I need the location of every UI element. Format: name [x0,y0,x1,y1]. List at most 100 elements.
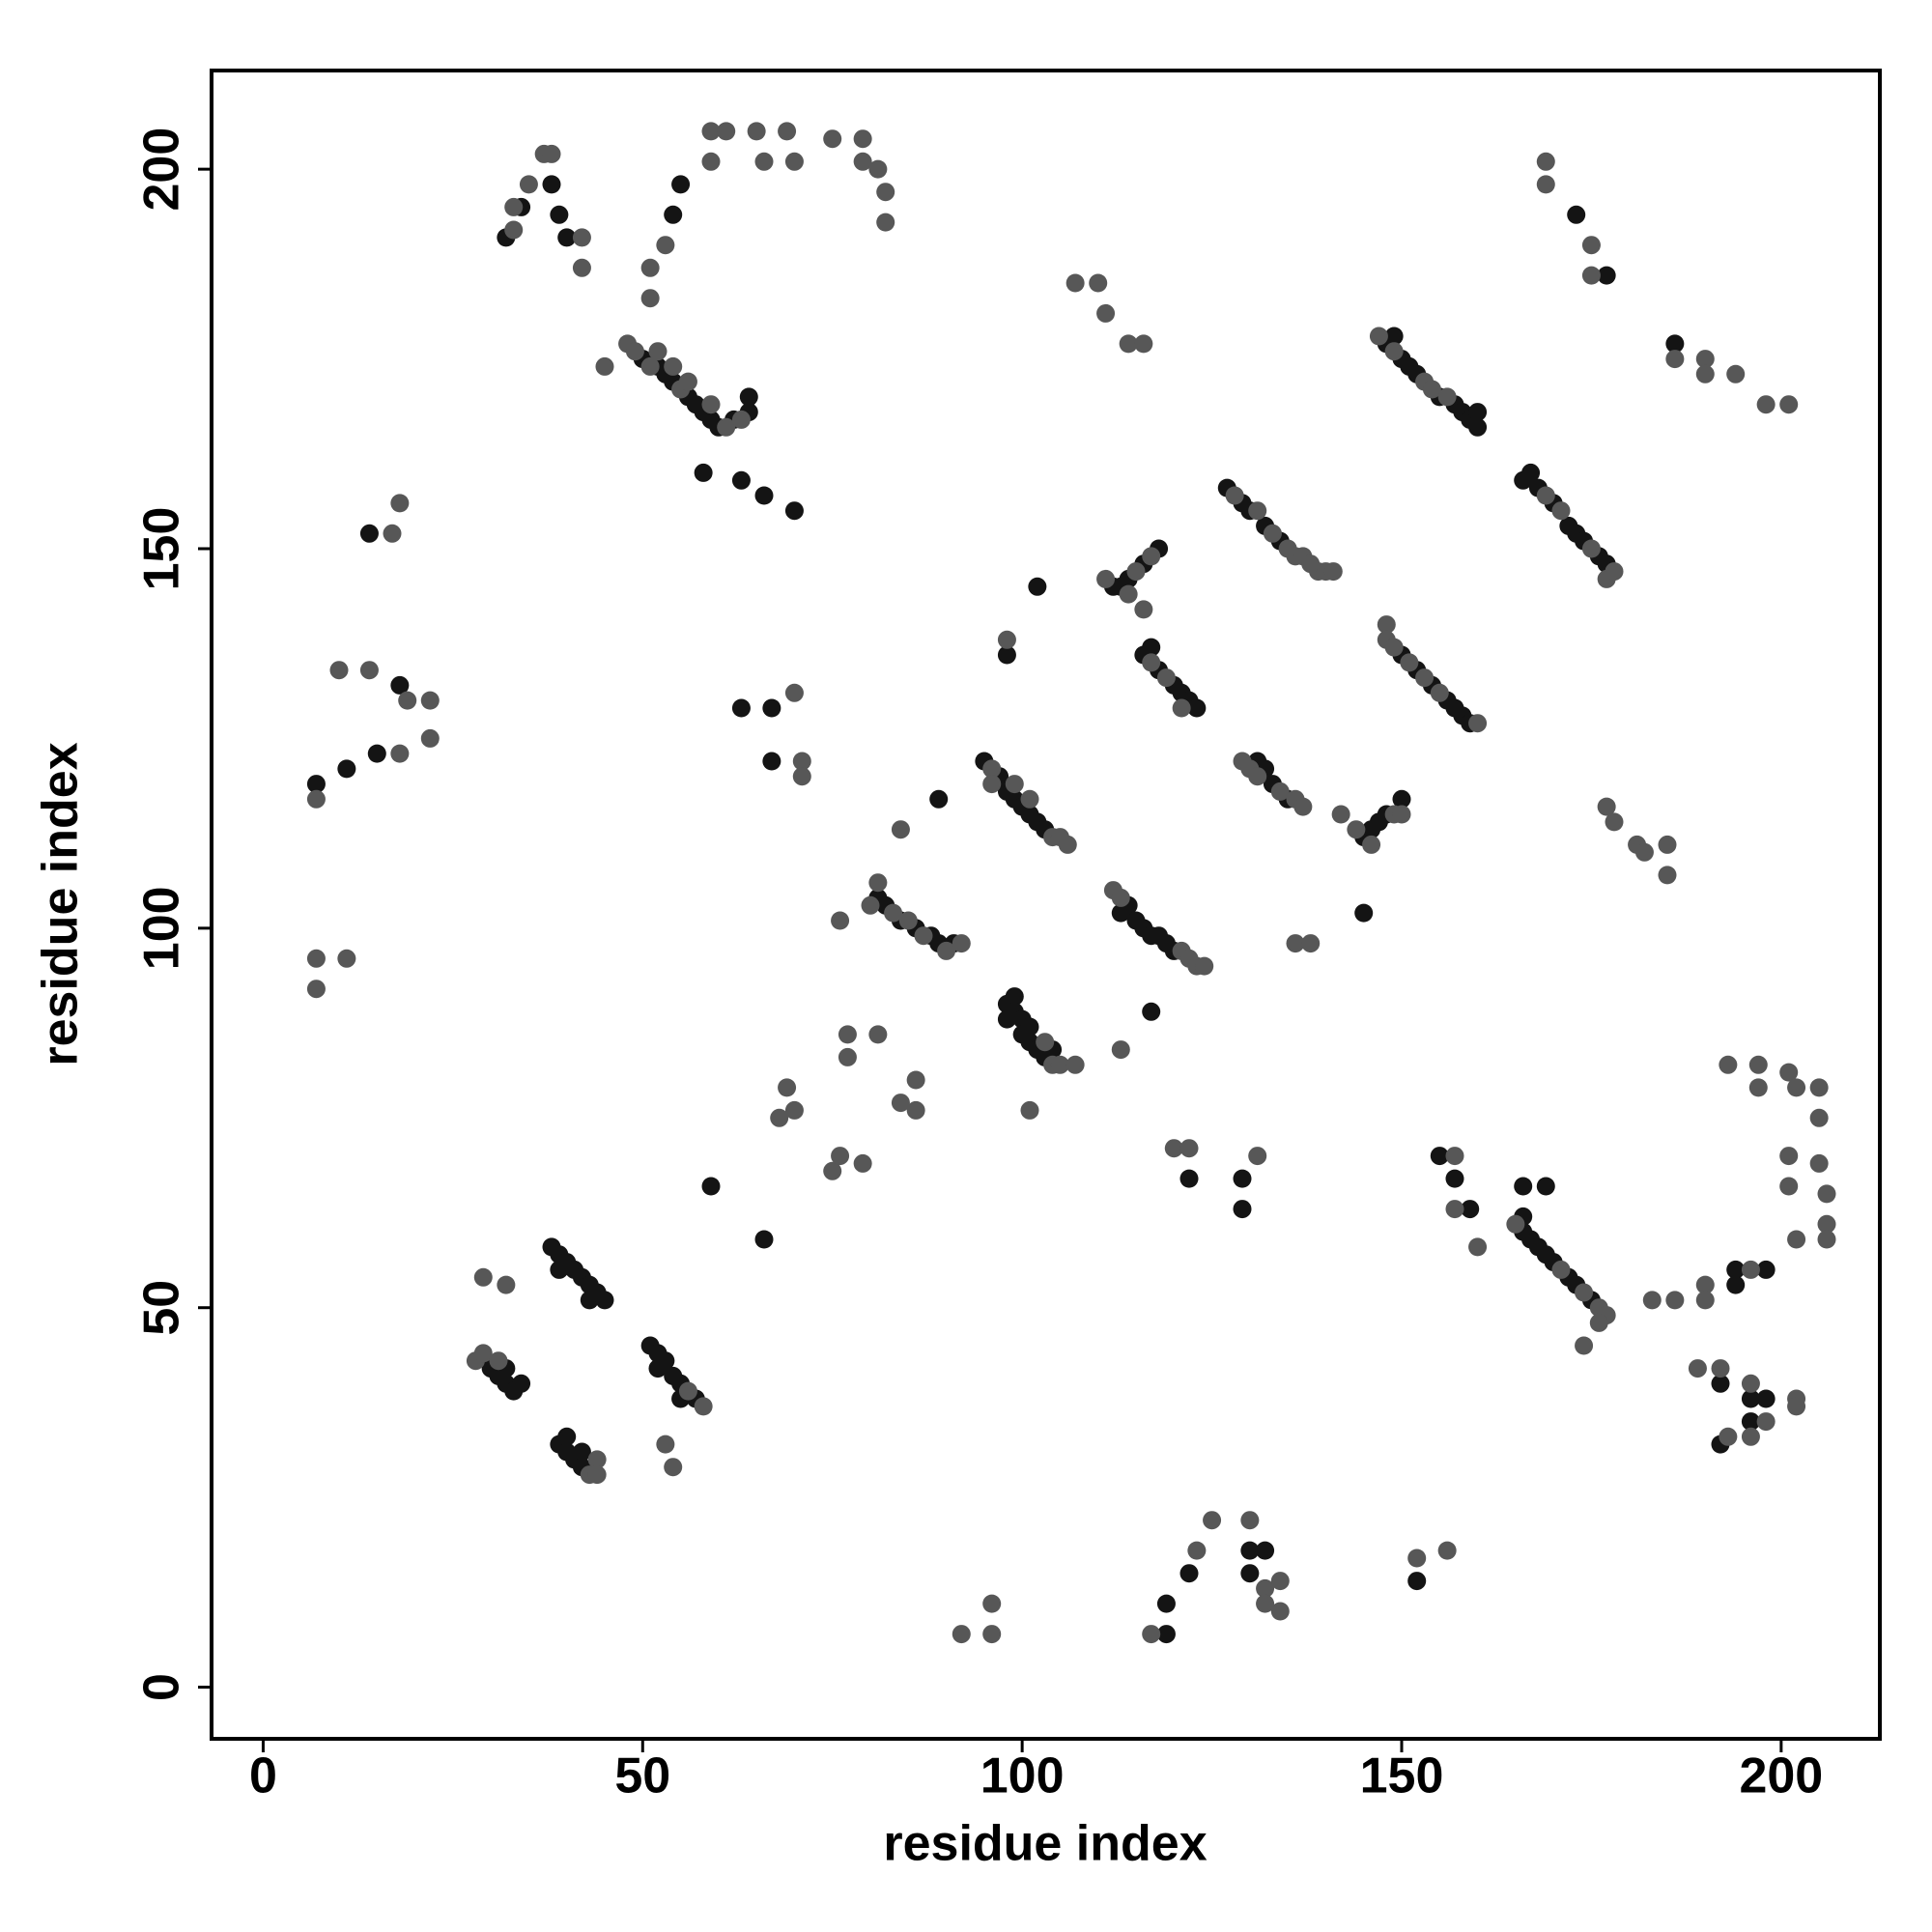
point [778,1078,797,1097]
point [694,463,713,482]
point [1597,797,1616,816]
point [1407,1572,1427,1591]
point [519,175,538,194]
y-tick-label: 100 [134,886,190,970]
point [868,1025,888,1044]
point [831,911,850,930]
point [1384,638,1404,657]
point [838,1047,857,1066]
point [1179,1169,1199,1188]
point [390,675,410,695]
point [1817,1230,1836,1249]
point [1089,273,1108,293]
point [906,1100,925,1120]
point [1111,1040,1130,1060]
point [1248,1147,1267,1166]
point [853,1153,872,1173]
point [1521,463,1541,482]
point [1142,638,1161,657]
point [595,356,614,376]
point [1695,350,1715,369]
point [747,122,766,141]
point [587,1465,607,1485]
point [1248,501,1267,521]
point [1065,1055,1085,1074]
point [595,1291,614,1310]
point [1695,1291,1715,1310]
point [1658,835,1677,854]
point [572,1442,591,1462]
x-tick-label: 100 [980,1748,1065,1804]
point [1119,584,1138,604]
point [1809,1078,1829,1097]
point [701,152,721,171]
point [1058,835,1077,854]
point [1787,1397,1806,1416]
x-tick-label: 50 [614,1748,670,1804]
plot-frame [210,69,1882,1741]
point [1111,888,1130,907]
point [1179,1564,1199,1583]
point [1156,1625,1176,1644]
point [656,236,675,255]
point [982,1594,1002,1613]
point [784,152,804,171]
point [1096,303,1116,323]
point [1286,934,1305,953]
point [731,410,751,429]
point [359,524,379,543]
point [1779,395,1799,414]
point [1726,1275,1746,1294]
point [1422,380,1441,399]
point [306,949,326,968]
point [754,152,774,171]
y-tick-label: 50 [134,1280,190,1336]
point [982,1625,1002,1644]
point [306,775,326,794]
point [1445,1147,1464,1166]
x-tick-label: 0 [249,1748,277,1804]
point [1050,1055,1069,1074]
point [671,175,691,194]
point [1256,1594,1275,1613]
point [868,159,888,179]
point [1779,1147,1799,1166]
point [1415,668,1435,688]
point [1233,1169,1252,1188]
point [1575,1336,1594,1355]
point [1005,775,1024,794]
point [1065,273,1085,293]
point [1020,1100,1039,1120]
point [1665,334,1685,354]
point [1658,866,1677,885]
point [982,759,1002,779]
point [1354,903,1374,923]
point [1695,364,1715,384]
point [1809,1153,1829,1173]
point [1741,1412,1760,1432]
point [1779,1063,1799,1082]
point [952,1625,971,1644]
point [1400,653,1419,672]
point [550,205,569,224]
point [1605,562,1624,582]
point [1020,1017,1039,1037]
point [1506,1214,1525,1234]
point [1581,236,1601,255]
point [1536,152,1555,171]
point [664,356,683,376]
point [367,744,386,763]
point [1164,1139,1183,1158]
point [1536,1177,1555,1196]
point [664,1458,683,1477]
point [1142,1002,1161,1021]
point [1407,1548,1427,1568]
point [1331,805,1350,824]
point [1817,1214,1836,1234]
point [1809,1108,1829,1127]
point [1256,1541,1275,1560]
point [1741,1260,1760,1279]
point [504,220,524,240]
point [823,1161,842,1180]
